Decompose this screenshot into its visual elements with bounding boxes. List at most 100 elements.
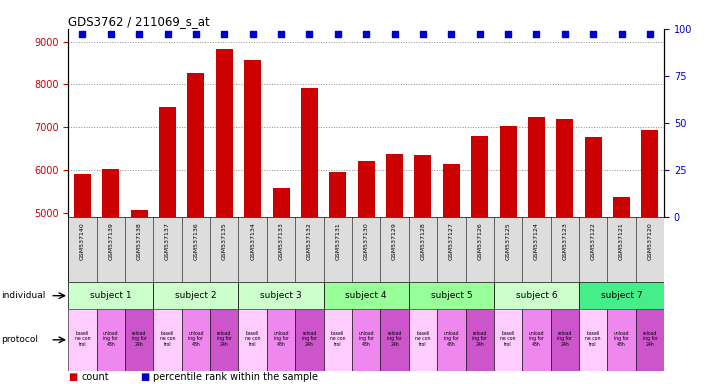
Point [503,31,514,38]
Point [105,31,116,38]
Text: unload
ing for
48h: unload ing for 48h [274,331,289,346]
Text: unload
ing for
48h: unload ing for 48h [614,331,630,346]
Bar [238,309,267,371]
Text: baseli
ne con
trol: baseli ne con trol [245,331,261,346]
Bar [324,282,409,309]
Text: GSM537128: GSM537128 [421,222,426,260]
Text: GSM537129: GSM537129 [392,222,397,260]
Text: GSM537124: GSM537124 [534,222,539,260]
Point [190,31,202,38]
Bar [358,161,375,384]
Point [616,31,628,38]
Text: reload
ing for
24h: reload ing for 24h [217,331,232,346]
Bar [500,126,516,384]
Text: GSM537133: GSM537133 [279,222,284,260]
Bar [301,88,318,384]
Bar [556,119,574,384]
Text: ■: ■ [68,372,78,382]
Text: GSM537135: GSM537135 [222,222,227,260]
Point [360,31,372,38]
Text: individual: individual [1,291,45,300]
Text: GSM537123: GSM537123 [562,222,567,260]
Point [304,31,315,38]
Point [77,31,88,38]
Text: baseli
ne con
trol: baseli ne con trol [160,331,175,346]
Text: subject 2: subject 2 [175,291,217,300]
Bar [607,309,635,371]
Text: reload
ing for
24h: reload ing for 24h [302,331,317,346]
Text: subject 5: subject 5 [431,291,472,300]
Text: GSM537137: GSM537137 [165,222,170,260]
Text: reload
ing for
24h: reload ing for 24h [472,331,487,346]
Bar [381,309,409,371]
Text: GSM537122: GSM537122 [591,222,596,260]
Text: GDS3762 / 211069_s_at: GDS3762 / 211069_s_at [68,15,210,28]
Bar [613,197,630,384]
Bar [187,73,205,384]
Text: baseli
ne con
trol: baseli ne con trol [500,331,516,346]
Point [531,31,542,38]
Text: unload
ing for
48h: unload ing for 48h [358,331,374,346]
Bar [494,282,579,309]
Bar [386,154,403,384]
Bar [443,164,460,384]
Text: percentile rank within the sample: percentile rank within the sample [153,372,318,382]
Bar [68,309,97,371]
Text: GSM537139: GSM537139 [108,222,113,260]
Bar [97,309,125,371]
Text: unload
ing for
48h: unload ing for 48h [103,331,118,346]
Point [389,31,401,38]
Bar [641,130,658,384]
Point [474,31,485,38]
Bar [154,282,238,309]
Bar [102,169,119,384]
Bar [238,282,324,309]
Bar [68,282,154,309]
Bar [584,137,602,384]
Point [559,31,571,38]
Point [446,31,457,38]
Text: subject 6: subject 6 [516,291,557,300]
Text: subject 3: subject 3 [260,291,302,300]
Text: count: count [81,372,108,382]
Bar [330,172,346,384]
Bar [471,136,488,384]
Text: baseli
ne con
trol: baseli ne con trol [415,331,431,346]
Bar [522,309,551,371]
Text: protocol: protocol [1,335,38,344]
Bar [244,60,261,384]
Bar [295,309,324,371]
Text: GSM537127: GSM537127 [449,222,454,260]
Text: GSM537132: GSM537132 [307,222,312,260]
Text: GSM537140: GSM537140 [80,222,85,260]
Bar [324,309,352,371]
Bar [465,309,494,371]
Text: reload
ing for
24h: reload ing for 24h [557,331,572,346]
Bar [131,210,148,384]
Bar [159,107,176,384]
Text: baseli
ne con
trol: baseli ne con trol [75,331,90,346]
Bar [494,309,522,371]
Point [162,31,173,38]
Point [417,31,429,38]
Text: GSM537134: GSM537134 [250,222,255,260]
Text: reload
ing for
24h: reload ing for 24h [387,331,402,346]
Point [218,31,230,38]
Text: GSM537136: GSM537136 [193,222,198,260]
Bar [579,282,664,309]
Bar [273,188,289,384]
Bar [154,309,182,371]
Point [587,31,599,38]
Text: reload
ing for
24h: reload ing for 24h [131,331,146,346]
Bar [409,282,494,309]
Text: GSM537130: GSM537130 [364,222,368,260]
Text: reload
ing for
24h: reload ing for 24h [643,331,658,346]
Bar [409,309,437,371]
Text: baseli
ne con
trol: baseli ne con trol [330,331,345,346]
Text: unload
ing for
48h: unload ing for 48h [528,331,544,346]
Bar [182,309,210,371]
Text: GSM537131: GSM537131 [335,222,340,260]
Text: unload
ing for
48h: unload ing for 48h [188,331,204,346]
Bar [267,309,295,371]
Text: GSM537120: GSM537120 [648,222,653,260]
